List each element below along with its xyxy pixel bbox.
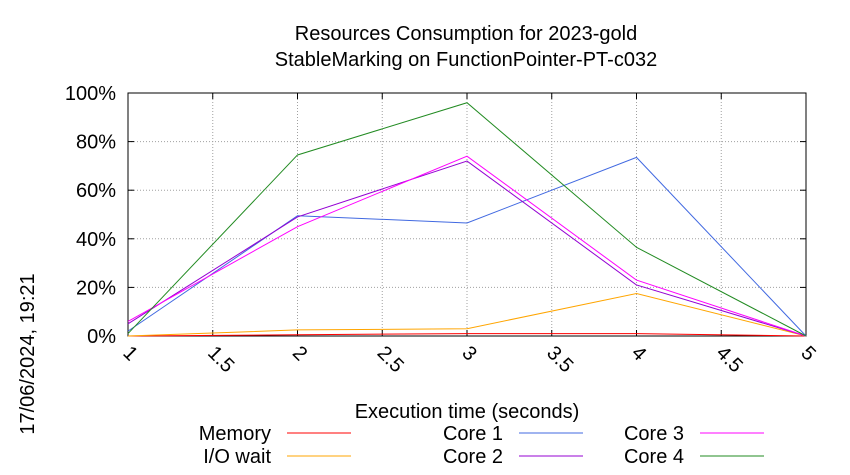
legend-item: I/O wait xyxy=(203,446,351,468)
x-tick-label: 4 xyxy=(627,342,650,365)
y-tick-label: 40% xyxy=(76,229,116,251)
y-axis: 0% 20% 40% 60% 80% 100% xyxy=(65,83,806,348)
x-tick-label: 5 xyxy=(796,342,819,365)
series-line-core-2 xyxy=(127,160,807,337)
x-axis-label: Execution time (seconds) xyxy=(355,401,580,423)
series-line-core-1 xyxy=(127,156,807,337)
y-tick-label: 0% xyxy=(87,326,116,348)
series-line-core-4 xyxy=(127,102,807,337)
y-tick-label: 80% xyxy=(76,132,116,154)
x-tick-label: 1 xyxy=(118,342,141,365)
legend-label: Core 3 xyxy=(624,423,684,445)
series-lines xyxy=(127,102,807,337)
series-line-i-o-wait xyxy=(127,292,807,337)
legend-label: Core 1 xyxy=(443,423,503,445)
chart-title: Resources Consumption for 2023-gold xyxy=(295,23,637,45)
x-tick-label: 3.5 xyxy=(542,342,577,377)
series-line-core-3 xyxy=(127,155,807,337)
x-tick-label: 2.5 xyxy=(373,342,408,377)
legend-item: Core 2 xyxy=(443,446,583,468)
grid xyxy=(128,93,806,336)
legend-label: I/O wait xyxy=(203,446,271,468)
legend-item: Memory xyxy=(199,423,351,445)
x-tick-label: 2 xyxy=(288,342,311,365)
series-line-memory xyxy=(127,333,807,337)
x-tick-label: 3 xyxy=(457,342,480,365)
legend-label: Core 4 xyxy=(624,446,684,468)
legend-item: Core 1 xyxy=(443,423,583,445)
legend-item: Core 4 xyxy=(624,446,764,468)
timestamp: 17/06/2024, 19:21 xyxy=(17,273,39,434)
legend-label: Core 2 xyxy=(443,446,503,468)
legend-label: Memory xyxy=(199,423,271,445)
x-tick-label: 4.5 xyxy=(712,342,747,377)
legend-item: Core 3 xyxy=(624,423,764,445)
y-tick-label: 60% xyxy=(76,180,116,202)
x-tick-label: 1.5 xyxy=(203,342,238,377)
chart-subtitle: StableMarking on FunctionPointer-PT-c032 xyxy=(275,49,657,71)
y-tick-label: 20% xyxy=(76,277,116,299)
y-tick-label: 100% xyxy=(65,83,116,105)
